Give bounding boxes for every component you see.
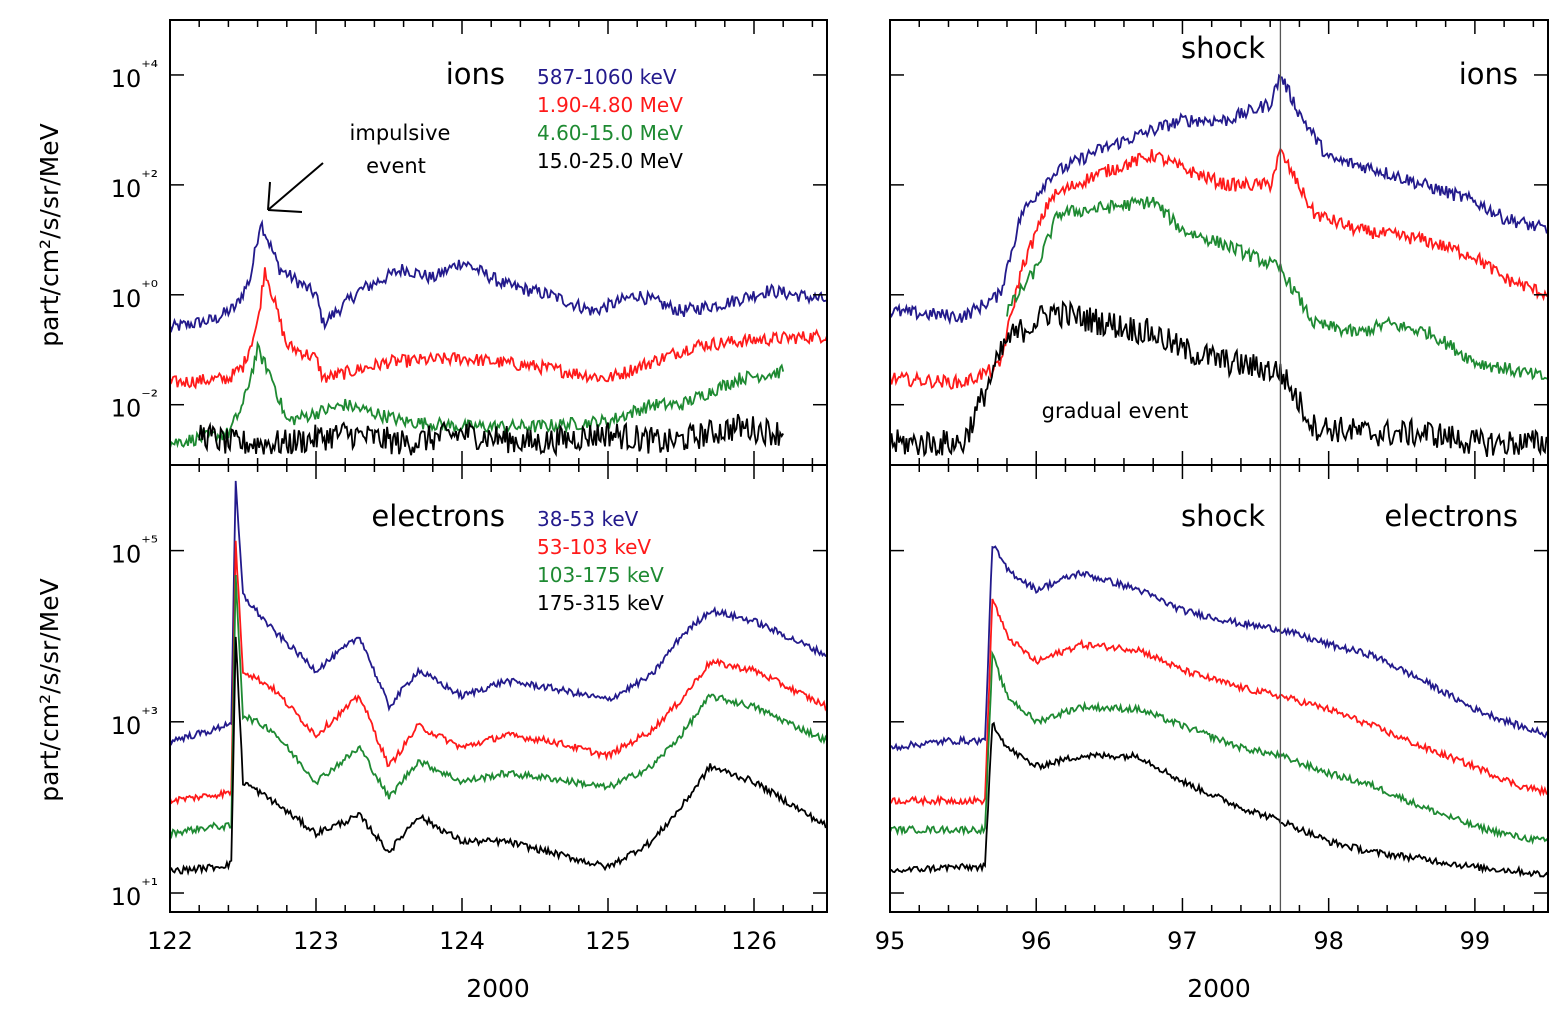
series-line-right-ions-2 [1006, 195, 1548, 381]
arrow-head-icon [267, 181, 303, 213]
legend-entry: 15.0-25.0 MeV [537, 149, 683, 173]
panel-title: electrons [371, 499, 505, 533]
plot-frame-right-electrons [889, 464, 1549, 913]
x-tick-label: 122 [147, 927, 193, 955]
series-line-right-ions-0 [890, 73, 1548, 326]
series-line-right-ions-3 [890, 299, 1548, 458]
panel-title: ions [1459, 57, 1518, 91]
plot-frame-left-electrons [169, 464, 828, 913]
y-axis-title-top: part/cm²/s/sr/MeV [35, 123, 64, 346]
y-tick-label: 10⁺³ [111, 704, 158, 740]
legend-entry: 175-315 keV [537, 591, 664, 615]
series-line-right-electrons-3 [890, 721, 1548, 878]
x-tick-label: 124 [439, 927, 485, 955]
series-line-left-ions-1 [170, 267, 827, 390]
y-tick-label: 10⁺⁴ [111, 57, 158, 93]
y-tick-label: 10⁻² [111, 387, 158, 423]
series-line-left-ions-0 [170, 219, 827, 334]
series-line-left-electrons-1 [170, 540, 827, 806]
annotation-label: shock [1181, 499, 1265, 533]
arrow-icon [267, 162, 324, 211]
x-axis-title-right: 2000 [1187, 974, 1251, 1003]
annotation-label: shock [1181, 31, 1265, 65]
panel-title: ions [446, 57, 505, 91]
x-tick-label: 98 [1313, 927, 1344, 955]
panel-title: electrons [1384, 499, 1518, 533]
panel-right-electrons: 95 96 97 98 99 electrons shock [875, 464, 1549, 955]
annotation-label: gradual event [1042, 399, 1189, 423]
series-line-right-electrons-2 [890, 650, 1548, 846]
x-tick-label: 125 [585, 927, 631, 955]
series-line-left-ions-3 [198, 413, 784, 458]
x-tick-label: 96 [1021, 927, 1052, 955]
series-line-right-electrons-1 [890, 598, 1548, 808]
series-line-right-electrons-0 [890, 545, 1548, 752]
legend-entry: 103-175 keV [537, 563, 664, 587]
legend-entry: 53-103 keV [537, 535, 651, 559]
series-line-left-ions-2 [170, 340, 785, 449]
legend-entry: 38-53 keV [537, 507, 639, 531]
series-line-right-ions-1 [890, 147, 1548, 390]
y-tick-label: 10⁺⁰ [111, 277, 158, 313]
series-line-left-electrons-2 [170, 574, 827, 840]
x-axis-title-left: 2000 [466, 974, 530, 1003]
legend-entry: 1.90-4.80 MeV [537, 93, 683, 117]
panel-left-ions: 10⁻² 10⁺⁰ 10⁺² 10⁺⁴ ions 587-1060 keV 1.90-4.8… [111, 19, 828, 466]
x-tick-label: 99 [1460, 927, 1491, 955]
y-axis-title-bottom: part/cm²/s/sr/MeV [35, 578, 64, 801]
series-line-left-electrons-3 [170, 636, 827, 876]
panel-left-electrons: 122 123 124 125 126 10⁺¹ 10⁺³ 10⁺⁵ electrons 38-5… [111, 464, 828, 955]
x-tick-label: 123 [293, 927, 339, 955]
annotation-label: impulsive [350, 121, 451, 145]
annotation-label: event [366, 154, 426, 178]
series-line-left-electrons-0 [170, 480, 827, 746]
x-tick-label: 95 [875, 927, 906, 955]
panel-right-ions: ions shock gradual event [889, 19, 1549, 466]
y-tick-label: 10⁺⁵ [111, 533, 158, 569]
legend-entry: 587-1060 keV [537, 65, 677, 89]
y-tick-label: 10⁺¹ [111, 875, 158, 911]
y-tick-label: 10⁺² [111, 167, 158, 203]
x-tick-label: 97 [1167, 927, 1198, 955]
legend-entry: 4.60-15.0 MeV [537, 121, 683, 145]
x-tick-label: 126 [731, 927, 777, 955]
